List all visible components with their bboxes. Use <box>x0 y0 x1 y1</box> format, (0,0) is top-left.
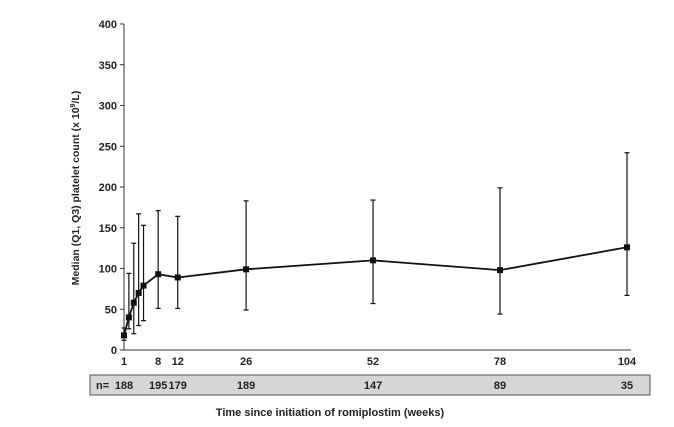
y-axis: 0 50 100 150 200 250 300 350 400 <box>99 19 125 357</box>
x-tick-label: 1 <box>121 356 127 368</box>
median-marker <box>624 244 630 251</box>
x-axis-label: Time since initiation of romiplostim (we… <box>216 407 445 419</box>
y-axis-label: Median (Q1, Q3) platelet count (x 109/L) <box>70 91 82 286</box>
x-tick-label: 8 <box>155 356 161 368</box>
median-marker <box>174 274 181 281</box>
median-marker <box>497 267 504 274</box>
x-tick-label: 12 <box>172 356 184 368</box>
median-marker <box>140 282 147 289</box>
median-markers <box>121 244 630 339</box>
median-marker <box>135 289 142 296</box>
n-row-value: 35 <box>621 380 633 392</box>
sample-size-row: n= 188 195 179 189 147 89 35 <box>89 374 651 396</box>
median-marker <box>243 266 250 273</box>
y-tick-label: 400 <box>99 19 117 31</box>
error-bars <box>121 152 630 341</box>
y-tick-label: 100 <box>99 264 117 276</box>
x-axis: 1 8 12 26 52 78 104 <box>121 349 637 368</box>
median-marker <box>155 271 162 278</box>
x-tick-label: 52 <box>367 356 379 368</box>
y-tick-label: 200 <box>99 182 117 194</box>
median-marker <box>121 332 127 339</box>
y-tick-label: 150 <box>99 223 117 235</box>
x-tick-label: 78 <box>494 356 506 368</box>
n-row-value: 147 <box>364 380 382 392</box>
y-tick-label: 250 <box>99 141 117 153</box>
n-row-value: 195 <box>149 380 167 392</box>
y-tick-label: 0 <box>111 345 117 357</box>
median-marker <box>370 257 377 264</box>
n-row-value: 188 <box>115 380 133 392</box>
y-tick-label: 350 <box>99 60 117 72</box>
x-tick-label: 104 <box>618 356 637 368</box>
y-axis-label-superscript: 9 <box>70 103 77 107</box>
y-axis-label-prefix: Median (Q1, Q3) platelet count (x 10 <box>70 107 82 285</box>
n-row-value: 89 <box>494 380 506 392</box>
y-tick-label: 50 <box>105 304 117 316</box>
y-tick-label: 300 <box>99 101 117 113</box>
median-marker <box>125 314 132 321</box>
n-row-box <box>89 374 651 396</box>
x-tick-label: 26 <box>240 356 252 368</box>
n-row-value: 189 <box>237 380 255 392</box>
n-row-label: n= <box>96 380 109 392</box>
n-row-value: 179 <box>169 380 187 392</box>
median-marker <box>130 299 137 306</box>
y-axis-label-suffix: /L) <box>70 91 82 104</box>
